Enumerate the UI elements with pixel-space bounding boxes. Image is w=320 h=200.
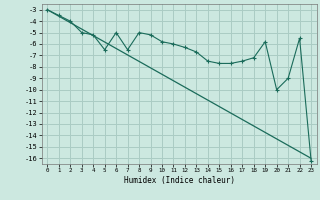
X-axis label: Humidex (Indice chaleur): Humidex (Indice chaleur): [124, 176, 235, 185]
